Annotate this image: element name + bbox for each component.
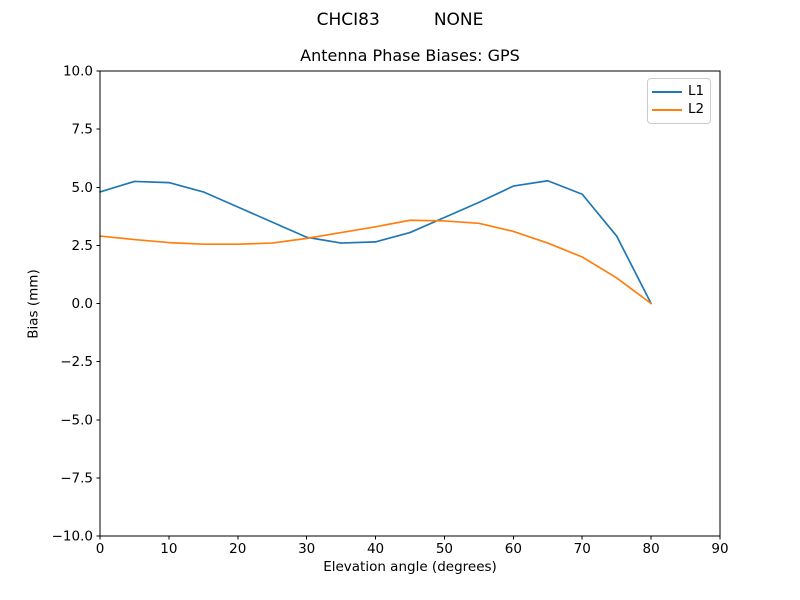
y-tick-label: 5.0 [72,180,93,196]
x-tick-label: 40 [367,541,384,557]
series-line-l1 [99,179,652,305]
y-tick-label: −5.0 [60,412,93,428]
x-tick-label: 50 [436,541,453,557]
l2-line-swatch [652,109,682,111]
l1-line-swatch [652,91,682,93]
x-tick-label: 70 [574,541,591,557]
x-tick-label: 20 [229,541,246,557]
x-axis-label: Elevation angle (degrees) [323,559,497,575]
y-tick-label: 2.5 [72,238,93,254]
legend: L1 L2 [647,78,711,124]
x-tick-label: 10 [160,541,177,557]
axes-frame [99,70,721,537]
x-tick-label: 80 [643,541,660,557]
y-tick-label: −7.5 [60,470,93,486]
y-tick-label: −2.5 [60,354,93,370]
x-tick-label: 90 [711,541,728,557]
series-line-l2 [99,219,652,305]
x-tick-label: 0 [96,541,105,557]
y-tick-label: 10.0 [63,64,93,80]
x-tick-label: 30 [298,541,315,557]
figure-suptitle: CHCI83 NONE [316,10,484,30]
y-tick-label: 7.5 [72,122,93,138]
y-tick-label: −10.0 [52,529,93,545]
y-tick-label: 0.0 [72,296,93,312]
legend-entry-l1: L1 [652,83,706,101]
x-tick-label: 60 [505,541,522,557]
legend-label-l1: L1 [688,83,705,100]
legend-entry-l2: L2 [652,101,706,119]
chart-title: Antenna Phase Biases: GPS [300,46,520,65]
y-axis-label: Bias (mm) [25,269,42,339]
legend-label-l2: L2 [688,101,705,118]
